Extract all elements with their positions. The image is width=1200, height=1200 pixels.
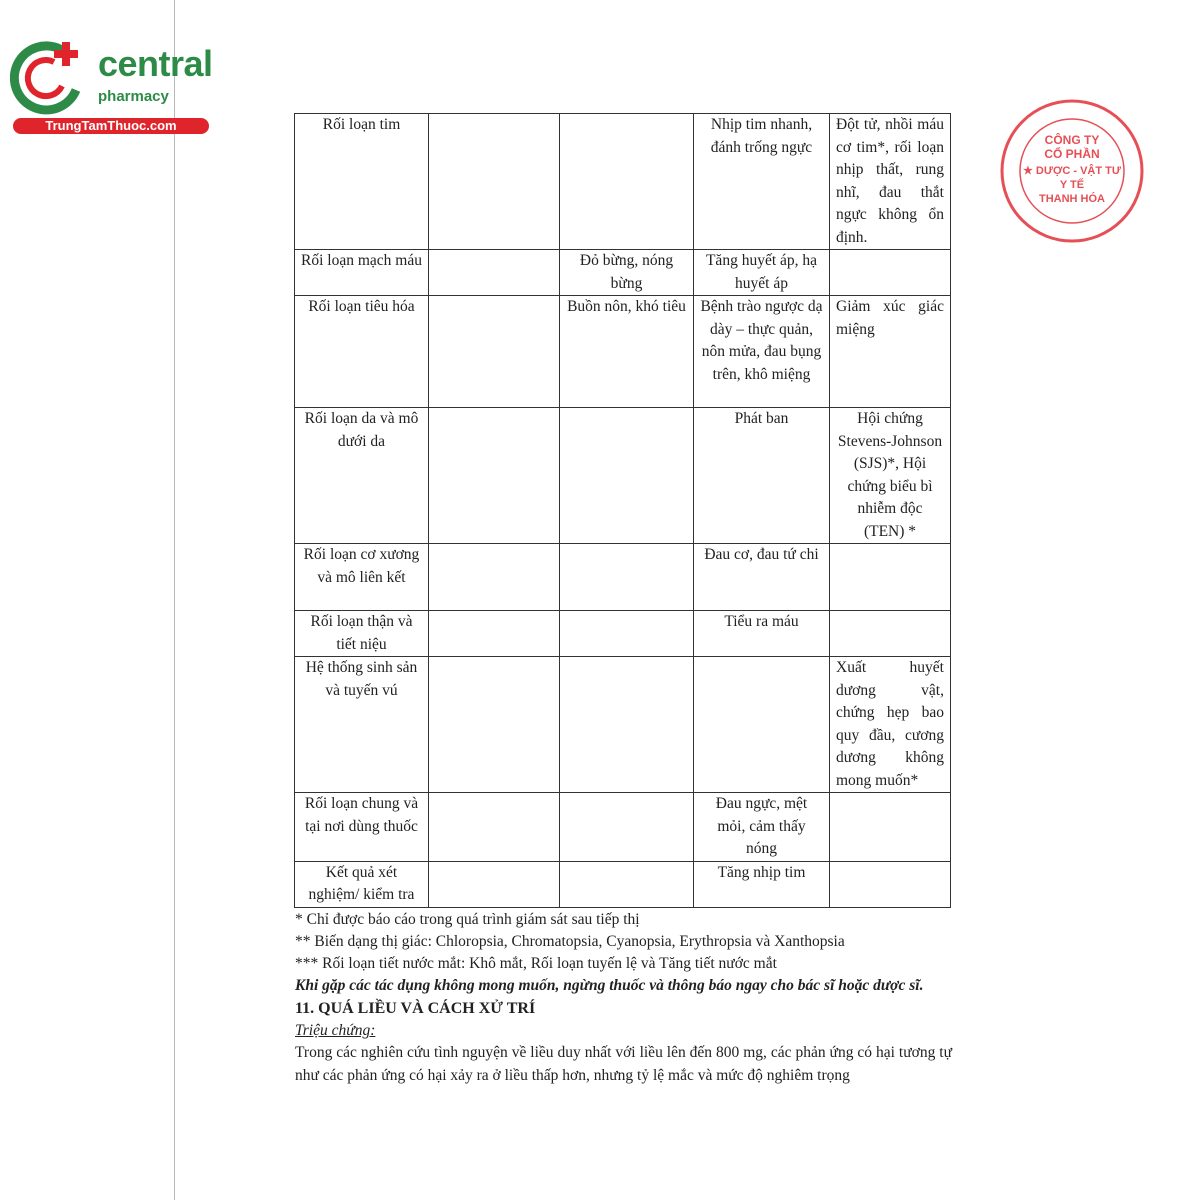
row-label: Rối loạn mạch máu bbox=[294, 249, 429, 296]
table-cell: Buồn nôn, khó tiêu bbox=[559, 295, 694, 408]
row-label: Rối loạn cơ xương và mô liên kết bbox=[294, 543, 429, 611]
table-cell bbox=[829, 610, 951, 657]
company-stamp: CÔNG TY CỔ PHẦN ★ DƯỢC - VẬT TƯ Y TẾ THA… bbox=[1000, 99, 1144, 243]
table-cell: Nhịp tim nhanh, đánh trống ngực bbox=[693, 113, 830, 250]
table-cell bbox=[428, 407, 560, 544]
logo-brand: central bbox=[98, 43, 213, 84]
page-edge bbox=[174, 0, 175, 1200]
table-cell bbox=[559, 792, 694, 862]
table-cell: Đau cơ, đau tứ chi bbox=[693, 543, 830, 611]
logo-mark-icon bbox=[10, 41, 81, 115]
table-cell bbox=[559, 860, 694, 908]
table-cell: Tăng huyết áp, hạ huyết áp bbox=[693, 249, 830, 296]
table-cell: Tăng nhịp tim bbox=[693, 860, 830, 908]
table-cell bbox=[428, 610, 560, 657]
table-row: Kết quả xét nghiệm/ kiểm tra Tăng nhịp ti… bbox=[294, 860, 951, 908]
svg-text:Y TẾ: Y TẾ bbox=[1060, 178, 1084, 191]
table-cell bbox=[829, 792, 951, 862]
table-row: Rối loạn cơ xương và mô liên kết Đau cơ, … bbox=[294, 543, 951, 611]
table-cell bbox=[559, 610, 694, 657]
row-label: Kết quả xét nghiệm/ kiểm tra bbox=[294, 860, 429, 908]
table-cell bbox=[829, 249, 951, 296]
table-cell bbox=[559, 407, 694, 544]
section-heading: 11. QUÁ LIỀU VÀ CÁCH XỬ TRÍ bbox=[295, 999, 536, 1017]
table-cell: Hội chứng Stevens-Johnson (SJS)*, Hội ch… bbox=[829, 407, 951, 544]
document-content: Rối loạn tim Nhịp tim nhanh, đánh trống n… bbox=[294, 113, 952, 1087]
table-cell bbox=[829, 860, 951, 908]
svg-text:★ DƯỢC - VẬT TƯ: ★ DƯỢC - VẬT TƯ bbox=[1023, 164, 1122, 177]
table-row: Hệ thống sinh sản và tuyến vú Xuất huyết … bbox=[294, 656, 951, 793]
table-cell bbox=[428, 295, 560, 408]
table-row: Rối loạn tiêu hóa Buồn nôn, khó tiêu Bệnh … bbox=[294, 295, 951, 408]
table-row: Rối loạn chung và tại nơi dùng thuốc Đau … bbox=[294, 792, 951, 862]
table-row: Rối loạn tim Nhịp tim nhanh, đánh trống n… bbox=[294, 113, 951, 250]
svg-text:CÔNG TY: CÔNG TY bbox=[1045, 132, 1100, 147]
row-label: Rối loạn tiêu hóa bbox=[294, 295, 429, 408]
table-cell bbox=[829, 543, 951, 611]
footnote-3: *** Rối loạn tiết nước mắt: Khô mắt, Rối… bbox=[295, 955, 777, 973]
table-row: Rối loạn thận và tiết niệu Tiểu ra máu bbox=[294, 610, 951, 657]
table-cell bbox=[428, 113, 560, 250]
table-cell bbox=[693, 656, 830, 793]
table-cell bbox=[559, 656, 694, 793]
warning-text: Khi gặp các tác dụng không mong muốn, ng… bbox=[295, 977, 924, 995]
row-label: Rối loạn chung và tại nơi dùng thuốc bbox=[294, 792, 429, 862]
table-cell bbox=[428, 860, 560, 908]
logo-sub: pharmacy bbox=[98, 88, 169, 105]
row-label: Rối loạn thận và tiết niệu bbox=[294, 610, 429, 657]
table-cell: Đau ngực, mệt mỏi, cảm thấy nóng bbox=[693, 792, 830, 862]
footnotes: * Chỉ được báo cáo trong quá trình giám … bbox=[294, 909, 952, 1087]
row-label: Hệ thống sinh sản và tuyến vú bbox=[294, 656, 429, 793]
table-cell: Đỏ bừng, nóng bừng bbox=[559, 249, 694, 296]
table-cell bbox=[559, 113, 694, 250]
table-cell: Xuất huyết dương vật, chứng hẹp bao quy … bbox=[829, 656, 951, 793]
table-row: Rối loạn mạch máu Đỏ bừng, nóng bừng Tăng … bbox=[294, 249, 951, 296]
table-cell: Đột tử, nhồi máu cơ tim*, rối loạn nhịp … bbox=[829, 113, 951, 250]
table-cell bbox=[428, 792, 560, 862]
footnote-1: * Chỉ được báo cáo trong quá trình giám … bbox=[295, 910, 640, 928]
svg-text:THANH HÓA: THANH HÓA bbox=[1039, 192, 1105, 205]
table-cell bbox=[428, 656, 560, 793]
table-cell: Giảm xúc giác miệng bbox=[829, 295, 951, 408]
row-label: Rối loạn tim bbox=[294, 113, 429, 250]
subheading: Triệu chứng: bbox=[295, 1021, 376, 1039]
table-cell bbox=[428, 249, 560, 296]
table-cell: Tiểu ra máu bbox=[693, 610, 830, 657]
table-row: Rối loạn da và mô dưới da Phát ban Hội chứ… bbox=[294, 407, 951, 544]
table-cell bbox=[428, 543, 560, 611]
paragraph: Trong các nghiên cứu tình nguyện về liều… bbox=[295, 1044, 952, 1084]
logo-site: TrungTamThuoc.com bbox=[13, 118, 209, 134]
row-label: Rối loạn da và mô dưới da bbox=[294, 407, 429, 544]
table-cell bbox=[559, 543, 694, 611]
table-cell: Bệnh trào ngược dạ dày – thực quản, nôn … bbox=[693, 295, 830, 408]
central-pharmacy-logo: central pharmacy TrungTamThuoc.com bbox=[10, 38, 215, 138]
adverse-effects-table: Rối loạn tim Nhịp tim nhanh, đánh trống n… bbox=[294, 113, 951, 908]
footnote-2: ** Biến dạng thị giác: Chloropsia, Chrom… bbox=[295, 932, 845, 950]
svg-text:CỔ PHẦN: CỔ PHẦN bbox=[1044, 146, 1099, 161]
table-cell: Phát ban bbox=[693, 407, 830, 544]
